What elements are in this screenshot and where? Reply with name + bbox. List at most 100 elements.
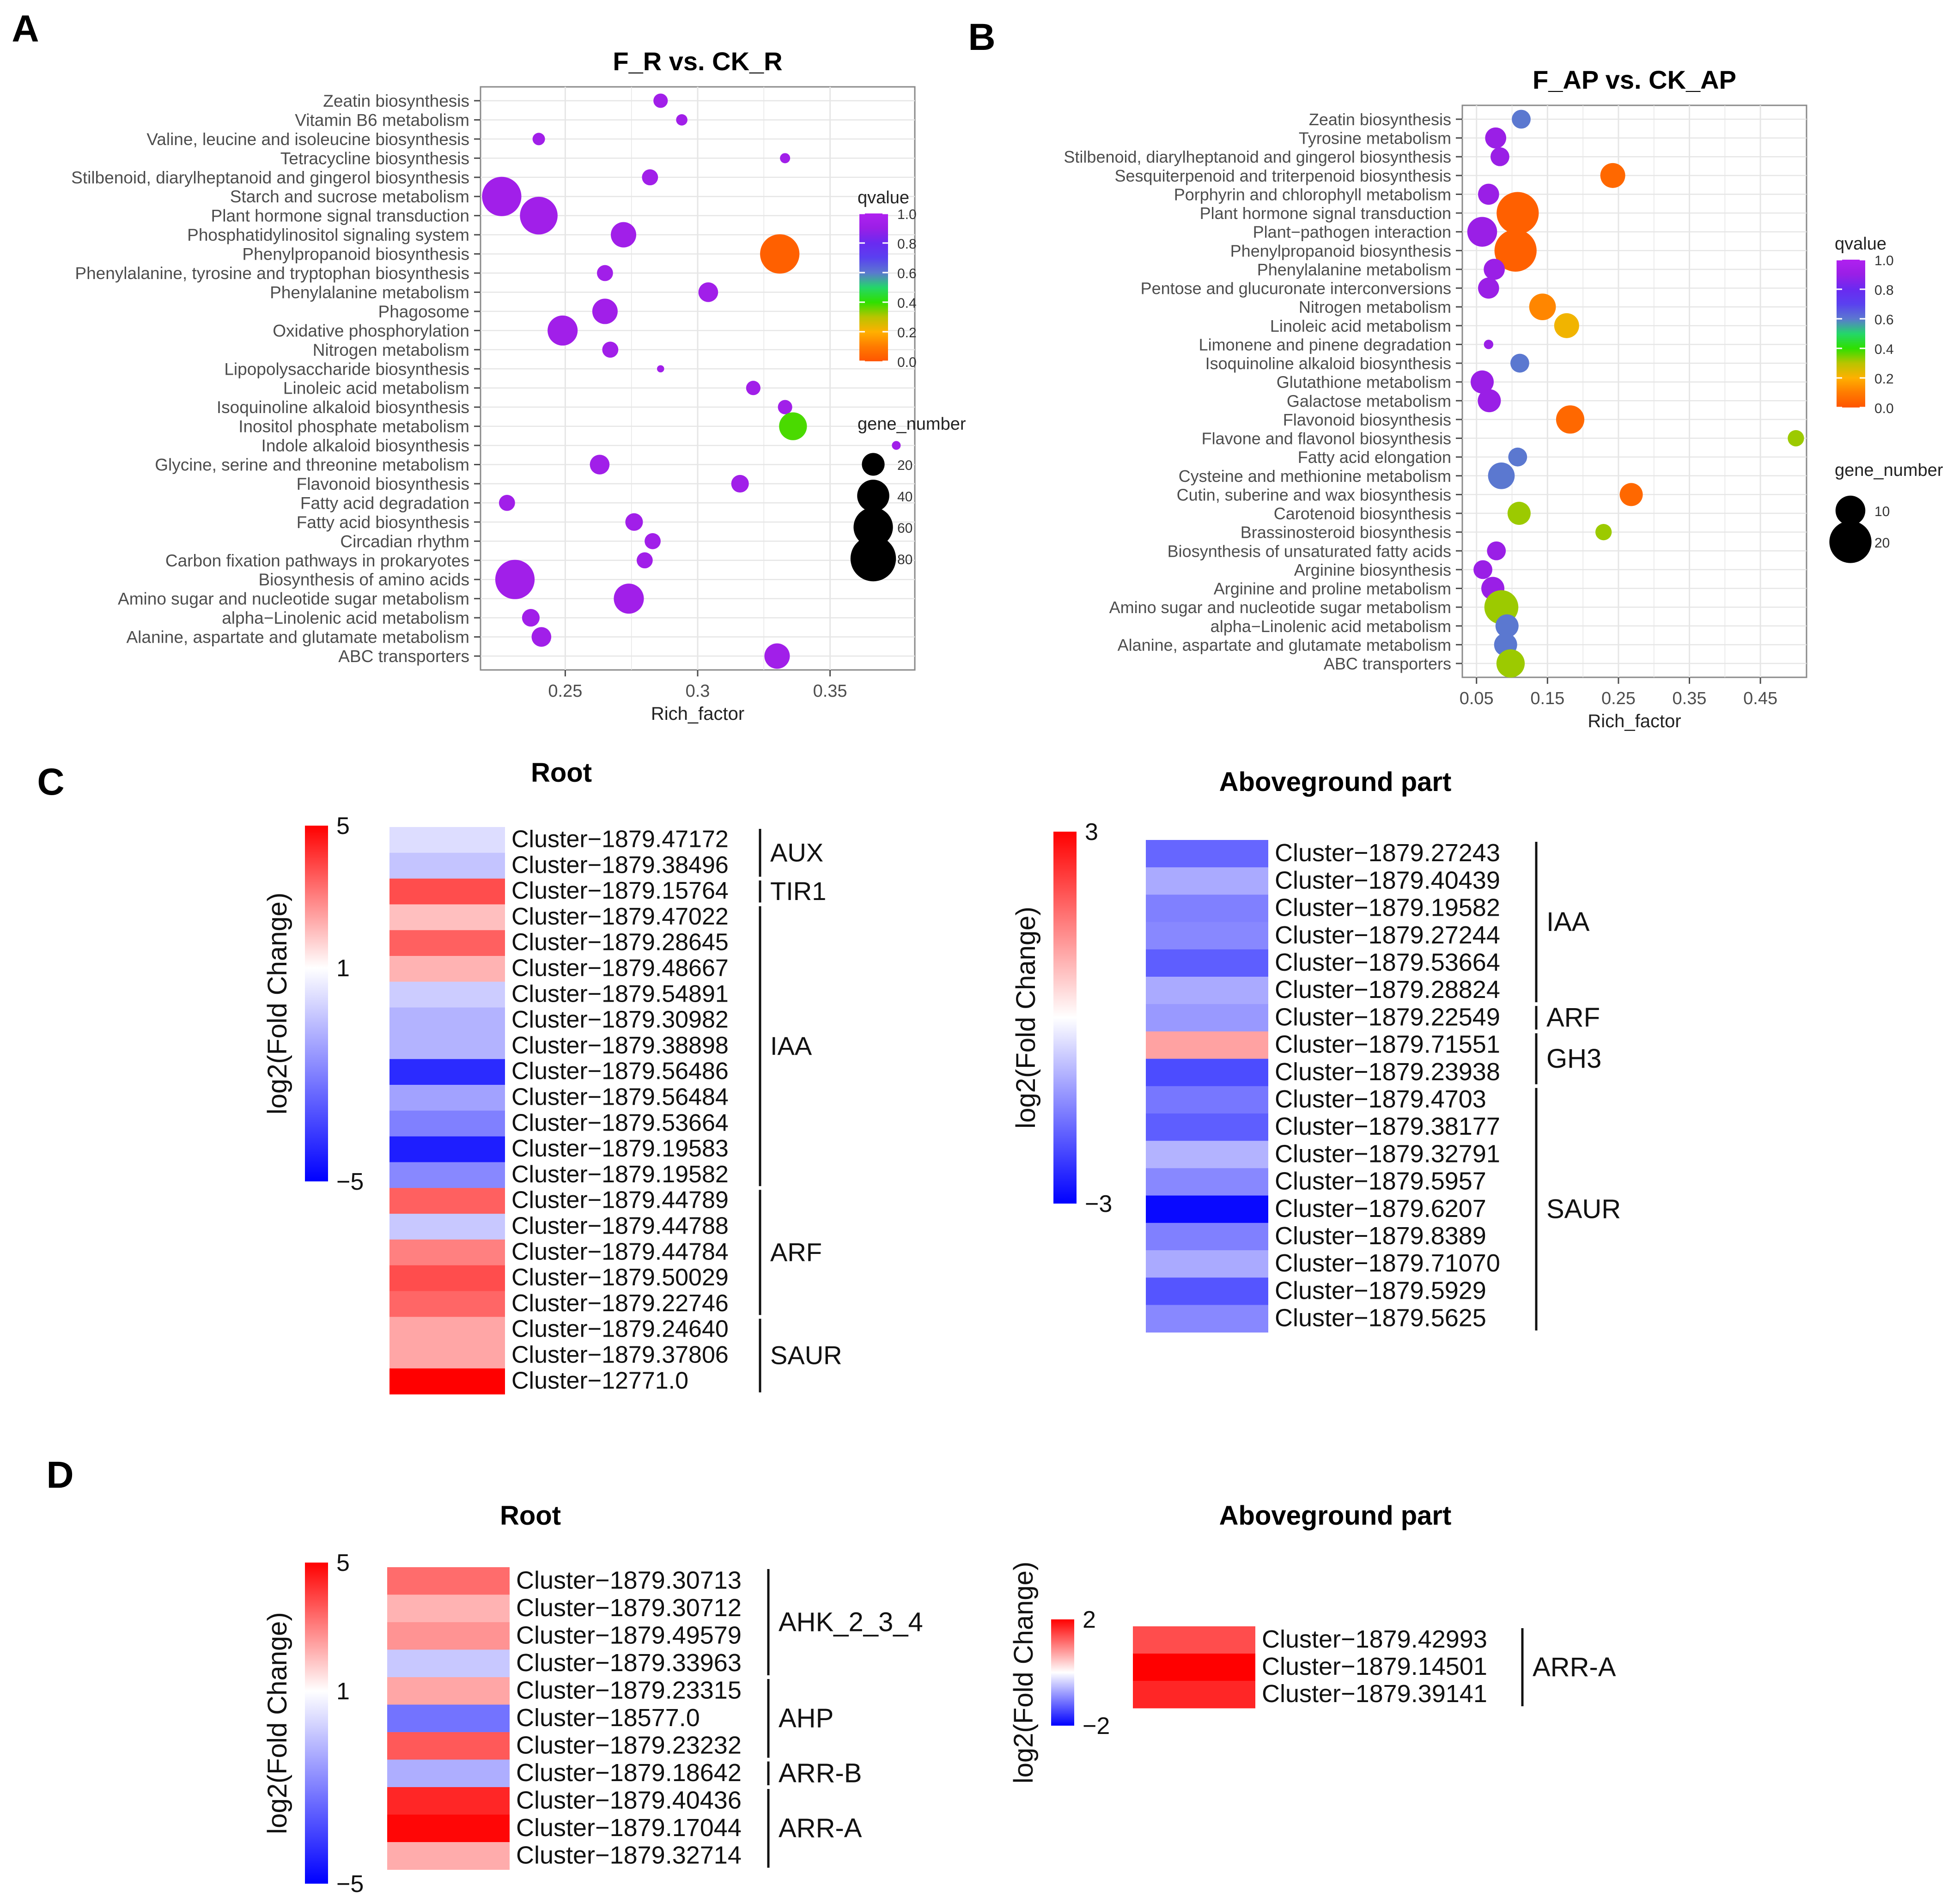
heatmap-cell <box>1146 894 1268 923</box>
row-label: Cluster−1879.6207 <box>1275 1195 1486 1223</box>
data-point <box>499 495 515 511</box>
heatmap-cell <box>387 1704 510 1733</box>
group-label: ARR-A <box>1533 1652 1616 1682</box>
group-label: ARF <box>770 1237 822 1266</box>
row-label: Cluster−1879.14501 <box>1262 1653 1487 1680</box>
row-label: Cluster−1879.56484 <box>511 1084 729 1111</box>
data-point <box>645 533 661 549</box>
data-point <box>1508 447 1527 467</box>
y-tick-label: Glutathione metabolism <box>1277 373 1451 392</box>
data-point <box>1512 109 1531 129</box>
y-tick-label: Amino sugar and nucleotide sugar metabol… <box>118 590 469 608</box>
row-label: Cluster−1879.71551 <box>1275 1031 1500 1058</box>
data-point <box>614 584 644 614</box>
heatmap-cell <box>387 1759 510 1788</box>
legend-tick-label: 1.0 <box>897 207 917 222</box>
x-tick-label: 0.15 <box>1530 689 1564 708</box>
row-label: Cluster−1879.33963 <box>516 1649 742 1677</box>
data-point <box>892 441 901 450</box>
heatmap-cell <box>1146 840 1268 868</box>
heatmap-cell <box>387 1814 510 1843</box>
group-label: IAA <box>1546 907 1590 937</box>
legend-tick-label: 0.2 <box>1874 371 1894 387</box>
legend-size-dot <box>1829 521 1872 563</box>
heatmap-cell <box>387 1842 510 1870</box>
y-tick-label: Stilbenoid, diarylheptanoid and gingerol… <box>71 168 469 187</box>
heatmap-cell <box>1146 1141 1268 1168</box>
legend-size-title: gene_number <box>858 414 966 434</box>
y-tick-label: Phagosome <box>378 302 469 321</box>
data-point <box>764 643 790 669</box>
colorbar <box>1051 1619 1074 1726</box>
data-point <box>657 365 664 373</box>
legend-colorbar <box>1837 260 1865 408</box>
y-tick-label: alpha−Linolenic acid metabolism <box>222 608 469 627</box>
heatmap-cell <box>1133 1626 1255 1654</box>
legend-size-dot <box>1835 495 1866 526</box>
heatmap-cell <box>389 930 505 956</box>
row-label: Cluster−1879.53664 <box>511 1109 729 1136</box>
legend-color-title: qvalue <box>858 188 909 207</box>
row-label: Cluster−1879.48667 <box>511 955 729 982</box>
row-label: Cluster−1879.47022 <box>511 903 729 930</box>
y-tick-label: Oxidative phosphorylation <box>273 321 469 340</box>
heatmap-cell <box>389 1162 505 1188</box>
panel-letter-b: B <box>968 16 995 58</box>
colorbar <box>305 826 328 1181</box>
heatmap-cell <box>1146 1086 1268 1114</box>
heatmap-title: Aboveground part <box>1219 1501 1452 1531</box>
heatmap-cell <box>1146 949 1268 977</box>
x-tick-label: 0.35 <box>813 681 847 701</box>
legend-size-dot <box>853 507 893 547</box>
heatmap-cell <box>389 1343 505 1369</box>
colorbar-label: log2(Fold Change) <box>262 1612 292 1834</box>
data-point <box>1471 370 1494 394</box>
data-point <box>611 222 637 248</box>
data-point <box>1473 560 1492 579</box>
y-tick-label: Phenylalanine metabolism <box>270 283 469 302</box>
heatmap-cell <box>1146 1004 1268 1032</box>
row-label: Cluster−1879.28645 <box>511 929 729 956</box>
heatmap-c-3: Aboveground part 3 −3 log2(Fold Change) Clus… <box>1011 767 1621 1333</box>
colorbar-label: log2(Fold Change) <box>1009 1562 1039 1783</box>
heatmap-cell <box>387 1787 510 1815</box>
row-label: Cluster−1879.30712 <box>516 1594 742 1622</box>
data-point <box>482 176 522 216</box>
y-tick-label: Zeatin biosynthesis <box>323 91 469 110</box>
y-tick-label: Phenylalanine, tyrosine and tryptophan b… <box>75 264 469 283</box>
colorbar-tick-label: −5 <box>336 1871 364 1898</box>
heatmap-d-5: Aboveground part 2 −2 log2(Fold Change) Clus… <box>1009 1501 1616 1783</box>
group-label: AHK_2_3_4 <box>779 1607 923 1637</box>
row-label: Cluster−1879.5625 <box>1275 1304 1486 1332</box>
y-tick-label: Valine, leucine and isoleucine biosynthe… <box>146 130 469 149</box>
row-label: Cluster−1879.15764 <box>511 877 729 904</box>
y-tick-label: ABC transporters <box>338 647 469 666</box>
group-label: AHP <box>779 1703 833 1734</box>
colorbar-tick-label: 2 <box>1083 1606 1096 1633</box>
x-tick-label: 0.35 <box>1673 689 1707 708</box>
x-axis-label: Rich_factor <box>651 704 744 724</box>
y-tick-label: Arginine biosynthesis <box>1294 560 1451 579</box>
y-tick-label: Phenylalanine metabolism <box>1257 260 1451 279</box>
data-point <box>532 133 545 146</box>
heatmap-cell <box>389 1291 505 1317</box>
data-point <box>495 560 535 599</box>
y-tick-label: Vitamin B6 metabolism <box>295 110 469 129</box>
legend-size-label: 20 <box>1874 535 1890 551</box>
data-point <box>1488 462 1515 489</box>
group-label: ARR-A <box>779 1813 862 1843</box>
legend-tick-label: 0.6 <box>1874 312 1894 328</box>
heatmap-cell <box>1146 1277 1268 1305</box>
colorbar <box>1053 832 1077 1204</box>
y-tick-label: Carbon fixation pathways in prokaryotes <box>165 551 469 570</box>
data-point <box>531 627 552 647</box>
legend-tick-label: 0.4 <box>897 296 917 311</box>
row-label: Cluster−1879.23315 <box>516 1676 742 1704</box>
row-label: Cluster−1879.19583 <box>511 1135 729 1162</box>
row-label: Cluster−1879.22549 <box>1275 1003 1500 1031</box>
row-label: Cluster−1879.37806 <box>511 1342 729 1369</box>
y-tick-label: Fatty acid biosynthesis <box>297 513 469 532</box>
y-tick-label: Isoquinoline alkaloid biosynthesis <box>1205 354 1451 373</box>
heatmap-cell <box>389 1214 505 1240</box>
